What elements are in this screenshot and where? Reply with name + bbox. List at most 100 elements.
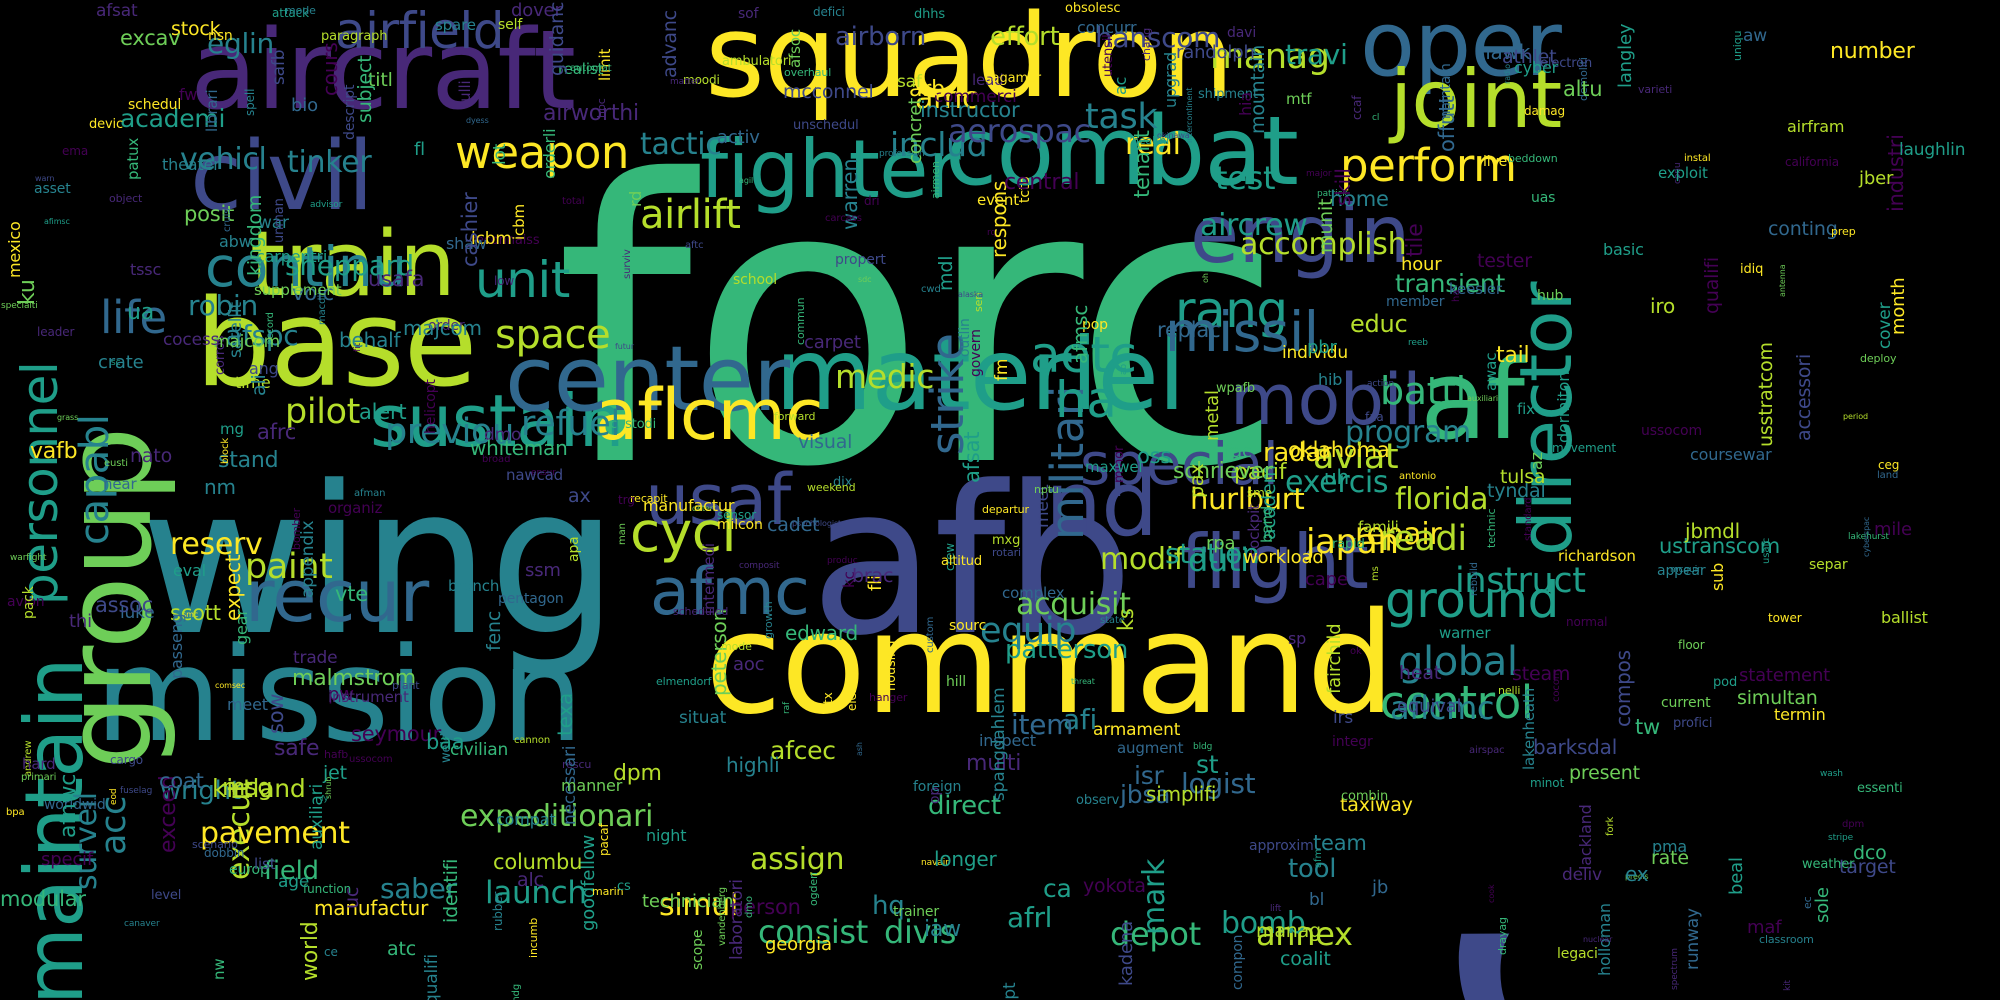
word-exercis: exercis (1285, 465, 1389, 500)
word-cycl: cycl (630, 500, 737, 564)
word-uh: uh (1324, 465, 1349, 489)
word-refuel: refuel (521, 404, 620, 444)
word-complex: complex (1002, 584, 1065, 602)
word-hill: hill (946, 674, 966, 690)
word-altitud: altitud (941, 554, 982, 569)
word-civilian: civilian (450, 740, 509, 760)
word-highli: highli (726, 753, 780, 777)
word-cs: cs (617, 879, 631, 894)
word-bomb: bomb (1221, 906, 1306, 941)
word-normal: normal (1566, 615, 1608, 629)
word-airfield: airfield (335, 2, 504, 60)
word-nw: nw (210, 958, 228, 980)
word-central: central (1004, 170, 1080, 195)
word-travi: travi (1285, 38, 1348, 71)
word-patterson: patterson (1005, 635, 1129, 665)
word-matter: matter (670, 77, 701, 87)
word-uas: uas (1531, 190, 1556, 206)
word-compon: compon (1230, 934, 1246, 990)
word-sheppard: sheppard (285, 249, 414, 282)
word-iaw: iaw (924, 917, 961, 942)
word-ussocom: ussocom (1641, 423, 1702, 439)
word-fenc: fenc (483, 610, 505, 651)
word-assoc: assoc (95, 593, 154, 617)
word-school: school (733, 272, 778, 288)
word-termin: termin (1774, 705, 1826, 724)
word-period: period (1843, 412, 1869, 421)
word-afi: afi (1063, 703, 1097, 736)
word-steam: steam (1512, 663, 1571, 685)
word-launch: launch (485, 875, 587, 911)
word-qualifi: qualifi (1701, 257, 1723, 314)
word-icbm: icbm (510, 204, 528, 240)
word-sme: sme (1247, 486, 1272, 500)
word-sustain: sustain (370, 379, 624, 463)
word-afmc: afmc (650, 555, 810, 630)
word-advanc: advanc (659, 10, 681, 78)
word-jet: jet (323, 762, 347, 784)
word-rubber: rubber (491, 891, 505, 931)
word-aircraft: aircraft (190, 6, 576, 134)
word-faa: faa (1365, 410, 1384, 424)
word-item: item (1011, 708, 1074, 741)
word-advisor: advisor (310, 200, 343, 210)
word-milcon: milcon (717, 517, 763, 533)
word-home: home (1330, 187, 1389, 211)
word-oss: oss (1137, 444, 1172, 468)
word-ok: ok (1350, 646, 1362, 657)
word-oh: oh (1201, 273, 1210, 283)
word-lakehurst: lakehurst (1848, 532, 1889, 542)
word-afsat: afsat (96, 1, 138, 21)
word-scope: scope (690, 929, 706, 970)
word-airborn: airborn (835, 22, 927, 52)
word-unman: unman (272, 198, 287, 243)
word-dco: dco (1853, 842, 1887, 864)
word-nuclear: nuclear (1583, 935, 1613, 944)
word-vafb: vafb (30, 439, 78, 464)
word-spectrum: spectrum (1670, 948, 1680, 990)
word-bl: bl (1309, 890, 1325, 910)
word-minot: minot (1530, 776, 1565, 790)
word-pavement: pavement (200, 816, 350, 851)
word-mcconnel: mcconnel (783, 81, 874, 103)
word-broad: broad (482, 454, 511, 465)
word-real: real (1125, 127, 1181, 162)
word-reserv: reserv (170, 527, 263, 562)
word-life: life (100, 291, 167, 344)
word-msg: msg (222, 773, 273, 801)
word-airlift: airlift (640, 192, 741, 238)
word-ussocom: ussocom (349, 754, 393, 765)
word-recur: recur (245, 554, 429, 638)
word-ensur: ensur (531, 468, 556, 478)
word-prep: prep (1831, 225, 1856, 238)
word-hib: hib (1318, 370, 1343, 389)
word-airspac: airspac (1469, 745, 1505, 756)
word-scheduled: scheduled (673, 605, 729, 618)
word-combat: combat (945, 97, 1299, 207)
word-fairchild: fairchild (1324, 623, 1345, 695)
word-paint: paint (245, 547, 333, 587)
word-eglin: eglin (207, 27, 274, 60)
word-readi: readi (1380, 519, 1467, 559)
word-integr: integr (1332, 734, 1373, 750)
word-ssm: ssm (525, 560, 561, 581)
word-shaw: shaw (446, 234, 487, 253)
word-passeng: passeng (167, 613, 186, 679)
word-bio: bio (291, 95, 318, 116)
word-langley: langley (1615, 23, 1636, 88)
word-aflcmc: aflcmc (1390, 689, 1495, 727)
word-beddown: beddown (1508, 152, 1558, 165)
word-engin: engin (1190, 188, 1410, 281)
word-cadet: cadet (767, 514, 820, 536)
word-columbu: columbu (493, 850, 583, 874)
word-trainer: trainer (893, 904, 939, 920)
word-auxiliari: auxiliari (1467, 394, 1499, 403)
word-academi: academi (120, 104, 226, 133)
word-randolph: randolph (1176, 42, 1255, 63)
word-rescu: rescu (562, 758, 592, 771)
word-person: person (730, 895, 801, 919)
word-space: space (495, 312, 611, 358)
word-ema: ema (62, 144, 89, 158)
word-ab: ab (1119, 363, 1129, 375)
word-sc: sc (111, 358, 121, 368)
